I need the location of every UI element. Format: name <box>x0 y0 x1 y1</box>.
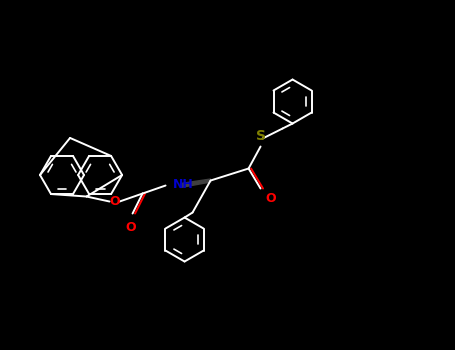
Text: O: O <box>266 191 276 204</box>
Polygon shape <box>181 179 211 188</box>
Text: O: O <box>109 195 120 208</box>
Text: NH: NH <box>172 178 193 191</box>
Text: S: S <box>256 128 266 142</box>
Text: O: O <box>125 220 136 233</box>
